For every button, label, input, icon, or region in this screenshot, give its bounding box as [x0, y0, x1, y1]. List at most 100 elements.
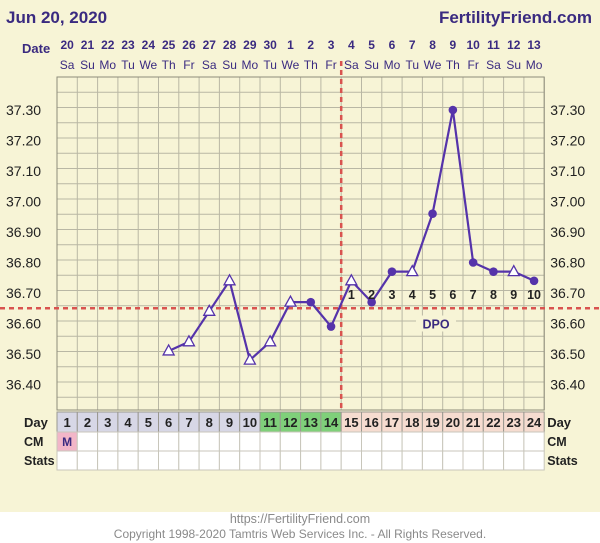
temp-point — [326, 322, 336, 331]
cm-cell — [381, 431, 403, 452]
weekday-label: Sa — [486, 58, 501, 72]
temperature-line — [168, 109, 535, 363]
y-tick-left: 36.40 — [6, 377, 41, 393]
weekday-label: Sa — [60, 58, 75, 72]
cycle-day-number: 15 — [344, 415, 358, 430]
weekday-label: Tu — [405, 58, 419, 72]
temp-point — [306, 297, 316, 307]
weekday-label: Tu — [121, 58, 135, 72]
date-label: 13 — [527, 38, 541, 52]
cycle-day-number: 1 — [64, 415, 71, 430]
date-label: 27 — [203, 38, 217, 52]
y-tick-left: 36.60 — [6, 316, 41, 332]
y-tick-right: 37.20 — [550, 133, 585, 149]
stats-cell — [239, 450, 261, 471]
stats-cell — [259, 450, 281, 471]
weekday-label: Fr — [183, 58, 194, 72]
y-tick-right: 36.40 — [550, 377, 585, 393]
cm-cell — [462, 431, 484, 452]
date-label: 21 — [81, 38, 95, 52]
stats-cell — [56, 450, 78, 471]
date-label: 22 — [101, 38, 115, 52]
cm-cell — [320, 431, 342, 452]
stats-cell — [279, 450, 302, 471]
date-label: 4 — [348, 38, 355, 52]
temp-point — [387, 267, 397, 276]
cycle-day-number: 10 — [243, 415, 257, 430]
day-row-label: Day — [24, 415, 49, 430]
temp-point — [222, 273, 237, 286]
date-label: 23 — [121, 38, 135, 52]
y-tick-right: 37.00 — [550, 194, 585, 210]
y-tick-right: 36.60 — [550, 316, 585, 332]
stats-cell — [340, 450, 363, 471]
cycle-day-number: 13 — [304, 415, 318, 430]
stats-cell — [421, 450, 444, 471]
stats-cell — [503, 450, 525, 471]
cycle-day-number: 23 — [507, 415, 521, 430]
temp-point — [468, 258, 478, 267]
y-tick-right: 36.70 — [550, 285, 585, 301]
stats-cell — [381, 450, 403, 471]
date-label: 9 — [450, 38, 457, 52]
cm-cell — [218, 431, 241, 452]
date-label: 11 — [487, 38, 500, 52]
cm-cell — [137, 431, 159, 452]
date-label: 20 — [60, 38, 74, 52]
date-label: 26 — [182, 38, 196, 52]
y-tick-left: 36.90 — [6, 224, 41, 240]
cm-cell — [178, 431, 200, 452]
weekday-label: We — [282, 58, 300, 72]
y-tick-left: 37.00 — [6, 194, 41, 210]
temp-point — [529, 276, 539, 286]
cm-cell — [300, 431, 322, 452]
weekday-label: Sa — [344, 58, 359, 72]
date-label: 24 — [142, 38, 156, 52]
cm-cell — [97, 431, 119, 452]
stats-cell — [401, 450, 423, 471]
cycle-day-number: 7 — [185, 415, 192, 430]
cycle-day-number: 18 — [405, 415, 419, 430]
cm-cell — [503, 431, 525, 452]
date-label: 6 — [389, 38, 396, 52]
weekday-label: Sa — [202, 58, 217, 72]
cm-cell — [117, 431, 139, 452]
weekday-label: Tu — [263, 58, 277, 72]
cm-cell — [442, 431, 464, 452]
dpo-number: 3 — [388, 288, 395, 302]
stats-cell — [76, 450, 99, 471]
date-label: 29 — [243, 38, 257, 52]
day-row-label-right: Day — [547, 415, 572, 430]
date-label: 12 — [507, 38, 521, 52]
stats-cell — [97, 450, 119, 471]
cycle-day-number: 19 — [425, 415, 439, 430]
date-label: 8 — [429, 38, 436, 52]
dpo-number: 9 — [510, 288, 517, 302]
date-label: 1 — [287, 38, 294, 52]
cm-cell — [401, 431, 423, 452]
temp-point — [448, 105, 458, 115]
weekday-label: Fr — [467, 58, 478, 72]
temp-point — [182, 334, 196, 347]
cm-cell — [340, 431, 363, 452]
cm-cell — [361, 431, 383, 452]
weekday-label: Th — [446, 58, 460, 72]
cycle-day-number: 16 — [364, 415, 378, 430]
stats-cell — [178, 450, 200, 471]
stats-cell — [218, 450, 241, 471]
stats-cell — [442, 450, 464, 471]
date-label: 10 — [466, 38, 480, 52]
cycle-day-number: 12 — [283, 415, 297, 430]
cm-cell — [76, 431, 99, 452]
temp-point — [283, 294, 298, 307]
cm-cell — [279, 431, 302, 452]
stats-cell — [462, 450, 484, 471]
brand-logo-text[interactable]: FertilityFriend.com — [438, 8, 592, 27]
y-tick-left: 36.70 — [6, 285, 41, 301]
weekday-label: Mo — [242, 58, 259, 72]
temp-point — [428, 209, 437, 218]
dpo-number: 1 — [348, 288, 355, 302]
footer-url[interactable]: https://FertilityFriend.com — [229, 512, 371, 526]
temp-point — [202, 303, 216, 316]
temp-point — [162, 343, 176, 356]
